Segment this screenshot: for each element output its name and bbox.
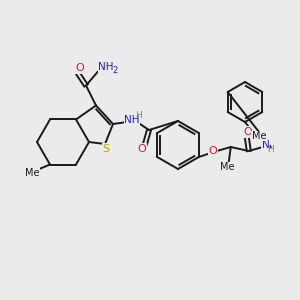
Text: N: N	[262, 140, 270, 150]
Text: O: O	[208, 146, 217, 156]
Text: O: O	[138, 144, 146, 154]
Text: O: O	[76, 64, 84, 74]
Text: Me: Me	[252, 131, 266, 141]
Text: H: H	[267, 146, 274, 154]
Text: 2: 2	[112, 66, 118, 75]
Text: Me: Me	[25, 167, 39, 178]
Text: H: H	[136, 110, 142, 119]
Text: NH: NH	[98, 62, 114, 73]
Text: O: O	[243, 127, 252, 137]
Text: Me: Me	[220, 162, 234, 172]
Text: S: S	[102, 144, 110, 154]
Text: NH: NH	[124, 115, 140, 125]
